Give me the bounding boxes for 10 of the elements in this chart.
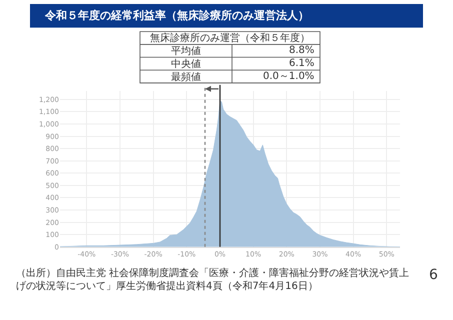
text: 平均値 — [171, 45, 201, 57]
text: 無床診療所のみ運営（令和５年度） — [150, 32, 310, 44]
text: 最頻値 — [171, 71, 201, 83]
text: 8.8% — [289, 45, 314, 56]
text: 0.0～1.0% — [263, 71, 314, 82]
text: 中央値 — [171, 58, 201, 70]
chart-title: 令和５年度の経常利益率（無床診療所のみ運営法人） — [44, 9, 309, 22]
text: 6 — [429, 267, 438, 283]
text: 6.1% — [289, 58, 314, 69]
text: （出所）自由民主党 社会保障制度調査会「医療・介護・障害福祉分野の経営状況や賃上げの状況等について」厚生労働省提出資料4頁（令和7年4月16日） — [16, 267, 410, 292]
